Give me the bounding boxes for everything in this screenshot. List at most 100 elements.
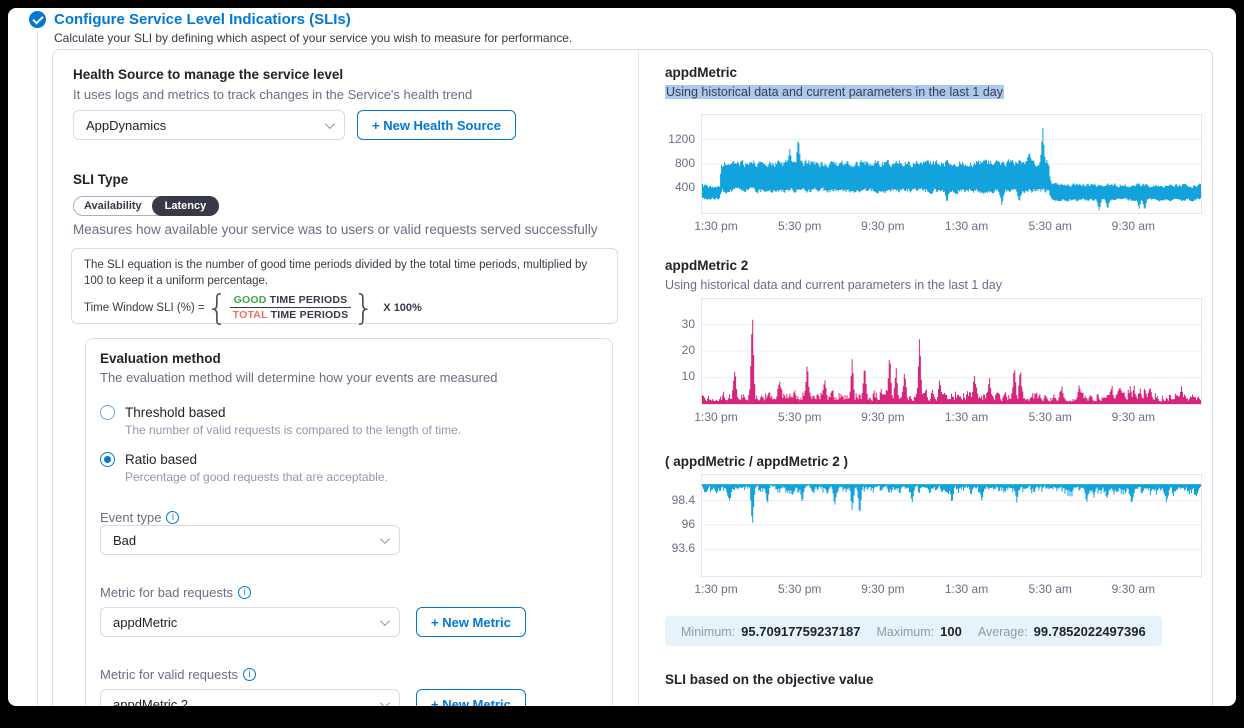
sli-objective-title: SLI based on the objective value	[665, 672, 874, 687]
health-source-value: AppDynamics	[86, 117, 167, 133]
x-tick-label: 5:30 am	[1028, 219, 1072, 233]
x-tick-label: 9:30 pm	[861, 582, 905, 596]
radio-unselected-icon[interactable]	[100, 405, 115, 420]
evaluation-method-description: The evaluation method will determine how…	[100, 370, 498, 385]
chart-area: 93.6 96 98.4 1:30 pm 5:30 pm 9:30 pm 1:30 am 5…	[665, 474, 1202, 598]
page-subtitle: Calculate your SLI by defining which asp…	[54, 31, 573, 45]
x-axis-labels: 1:30 pm 5:30 pm 9:30 pm 1:30 am 5:30 am 9:30 …	[694, 410, 1202, 426]
metric-valid-select[interactable]: appdMetric 2	[100, 689, 400, 706]
x-tick-label: 5:30 am	[1028, 582, 1072, 596]
y-tick-label: 1200	[668, 132, 695, 146]
chevron-down-icon	[379, 533, 390, 544]
x-tick-label: 1:30 pm	[694, 410, 738, 424]
new-metric-button[interactable]: + New Metric	[416, 607, 526, 637]
sli-type-latency[interactable]: Latency	[151, 196, 220, 216]
metric-bad-value: appdMetric	[113, 614, 178, 630]
chart-appdmetric: appdMetric Using historical data and cur…	[665, 64, 1202, 235]
chevron-down-icon	[379, 697, 390, 706]
sli-equation-box: The SLI equation is the number of good t…	[71, 248, 618, 328]
y-tick-label: 98.4	[671, 493, 695, 507]
sli-config-card: Health Source to manage the service leve…	[52, 49, 1213, 706]
health-source-label: Health Source to manage the service leve…	[73, 67, 344, 82]
chart-title: appdMetric 2	[665, 258, 749, 273]
x-tick-label: 5:30 pm	[778, 219, 822, 233]
chart-area: 400 800 1200 1:30 pm 5:30 pm 9:30 pm 1:30 am 5…	[665, 114, 1202, 235]
x-tick-label: 5:30 pm	[778, 582, 822, 596]
chevron-down-icon	[379, 615, 390, 626]
y-tick-label: 96	[681, 517, 695, 531]
event-type-label: Event type	[100, 510, 598, 525]
stat-average: Average: 99.7852022497396	[977, 623, 1146, 639]
x-tick-label: 1:30 pm	[694, 219, 738, 233]
health-source-description: It uses logs and metrics to track change…	[73, 87, 473, 102]
stepper-connector	[37, 32, 38, 706]
health-source-row: AppDynamics + New Health Source	[73, 110, 516, 140]
plot-area	[701, 298, 1202, 405]
x-tick-label: 1:30 am	[944, 219, 989, 233]
x-axis-labels: 1:30 pm 5:30 pm 9:30 pm 1:30 am 5:30 am 9:30 …	[694, 582, 1202, 598]
fraction-denominator: TOTAL TIME PERIODS	[232, 309, 349, 322]
close-brace: }	[353, 287, 375, 328]
chart-title: ( appdMetric / appdMetric 2 )	[665, 454, 849, 469]
event-type-select[interactable]: Bad	[100, 525, 400, 555]
x-tick-label: 9:30 am	[1111, 219, 1156, 233]
evaluation-method-title: Evaluation method	[100, 351, 221, 366]
chevron-down-icon	[324, 118, 335, 129]
y-tick-label: 10	[681, 368, 695, 383]
plot-area	[701, 114, 1202, 214]
equation-rhs: X 100%	[383, 301, 422, 314]
x-tick-label: 5:30 pm	[778, 410, 822, 424]
equation-fraction: GOOD TIME PERIODS TOTAL TIME PERIODS	[229, 294, 352, 322]
metric-valid-row: appdMetric 2 + New Metric	[100, 689, 598, 706]
metric-valid-value: appdMetric 2	[113, 696, 189, 707]
fraction-numerator: GOOD TIME PERIODS	[229, 294, 352, 309]
x-tick-label: 1:30 am	[944, 582, 989, 596]
chart-area: 10 20 30 1:30 pm 5:30 pm 9:30 pm 1:30 am 5:30 …	[665, 298, 1202, 426]
info-icon[interactable]	[243, 668, 256, 681]
y-tick-label: 20	[681, 342, 695, 357]
radio-ratio-based[interactable]: Ratio based	[100, 452, 598, 467]
y-axis-labels: 400 800 1200	[665, 114, 695, 235]
sli-type-availability[interactable]: Availability	[84, 200, 142, 212]
new-metric-button[interactable]: + New Metric	[416, 689, 526, 706]
sli-equation-text: The SLI equation is the number of good t…	[84, 259, 588, 287]
evaluation-method-section: Evaluation method The evaluation method …	[85, 338, 613, 706]
stat-minimum: Minimum: 95.70917759237187	[681, 623, 861, 639]
x-axis-labels: 1:30 pm 5:30 pm 9:30 pm 1:30 am 5:30 am 9:30 …	[694, 219, 1202, 235]
event-type-value: Bad	[113, 532, 137, 548]
x-tick-label: 1:30 am	[944, 410, 989, 424]
metric-bad-select[interactable]: appdMetric	[100, 607, 400, 637]
health-source-select[interactable]: AppDynamics	[73, 110, 345, 140]
ratio-stats-bar: Minimum: 95.70917759237187 Maximum: 100 Av…	[665, 616, 1162, 646]
sli-type-description: Measures how available your service was …	[73, 222, 598, 237]
x-tick-label: 9:30 am	[1111, 582, 1156, 596]
chart-appdmetric-2: appdMetric 2 Using historical data and c…	[665, 257, 1202, 426]
metric-bad-label: Metric for bad requests	[100, 585, 598, 600]
equation-lhs: Time Window SLI (%) =	[84, 301, 205, 314]
y-tick-label: 800	[674, 156, 695, 170]
sli-type-toggle: Availability Latency	[73, 196, 220, 216]
charts-panel: appdMetric Using historical data and cur…	[638, 50, 1212, 706]
radio-selected-icon[interactable]	[100, 452, 115, 467]
sli-equation: Time Window SLI (%) = { GOOD TIME PERIOD…	[84, 287, 605, 328]
open-brace: {	[206, 287, 228, 328]
chart-subtitle: Using historical data and current parame…	[665, 85, 1004, 99]
new-health-source-button[interactable]: + New Health Source	[357, 110, 516, 140]
info-icon[interactable]	[166, 511, 180, 524]
radio-threshold-based[interactable]: Threshold based	[100, 405, 598, 420]
y-tick-label: 93.6	[671, 541, 695, 555]
x-tick-label: 9:30 am	[1111, 410, 1156, 424]
y-axis-labels: 93.6 96 98.4	[665, 474, 695, 598]
sli-form-panel: Health Source to manage the service leve…	[53, 50, 638, 706]
x-tick-label: 9:30 pm	[861, 410, 905, 424]
sli-type-label: SLI Type	[73, 172, 129, 187]
info-icon[interactable]	[237, 586, 251, 599]
chart-subtitle: Using historical data and current parame…	[665, 278, 1002, 292]
metric-valid-label: Metric for valid requests	[100, 667, 598, 682]
x-tick-label: 9:30 pm	[861, 219, 905, 233]
threshold-based-description: The number of valid requests is compared…	[125, 423, 462, 437]
page-title: Configure Service Level Indicatiors (SLI…	[54, 11, 351, 28]
plot-area	[701, 474, 1202, 577]
step-complete-icon	[29, 11, 46, 28]
x-tick-label: 5:30 am	[1028, 410, 1072, 424]
